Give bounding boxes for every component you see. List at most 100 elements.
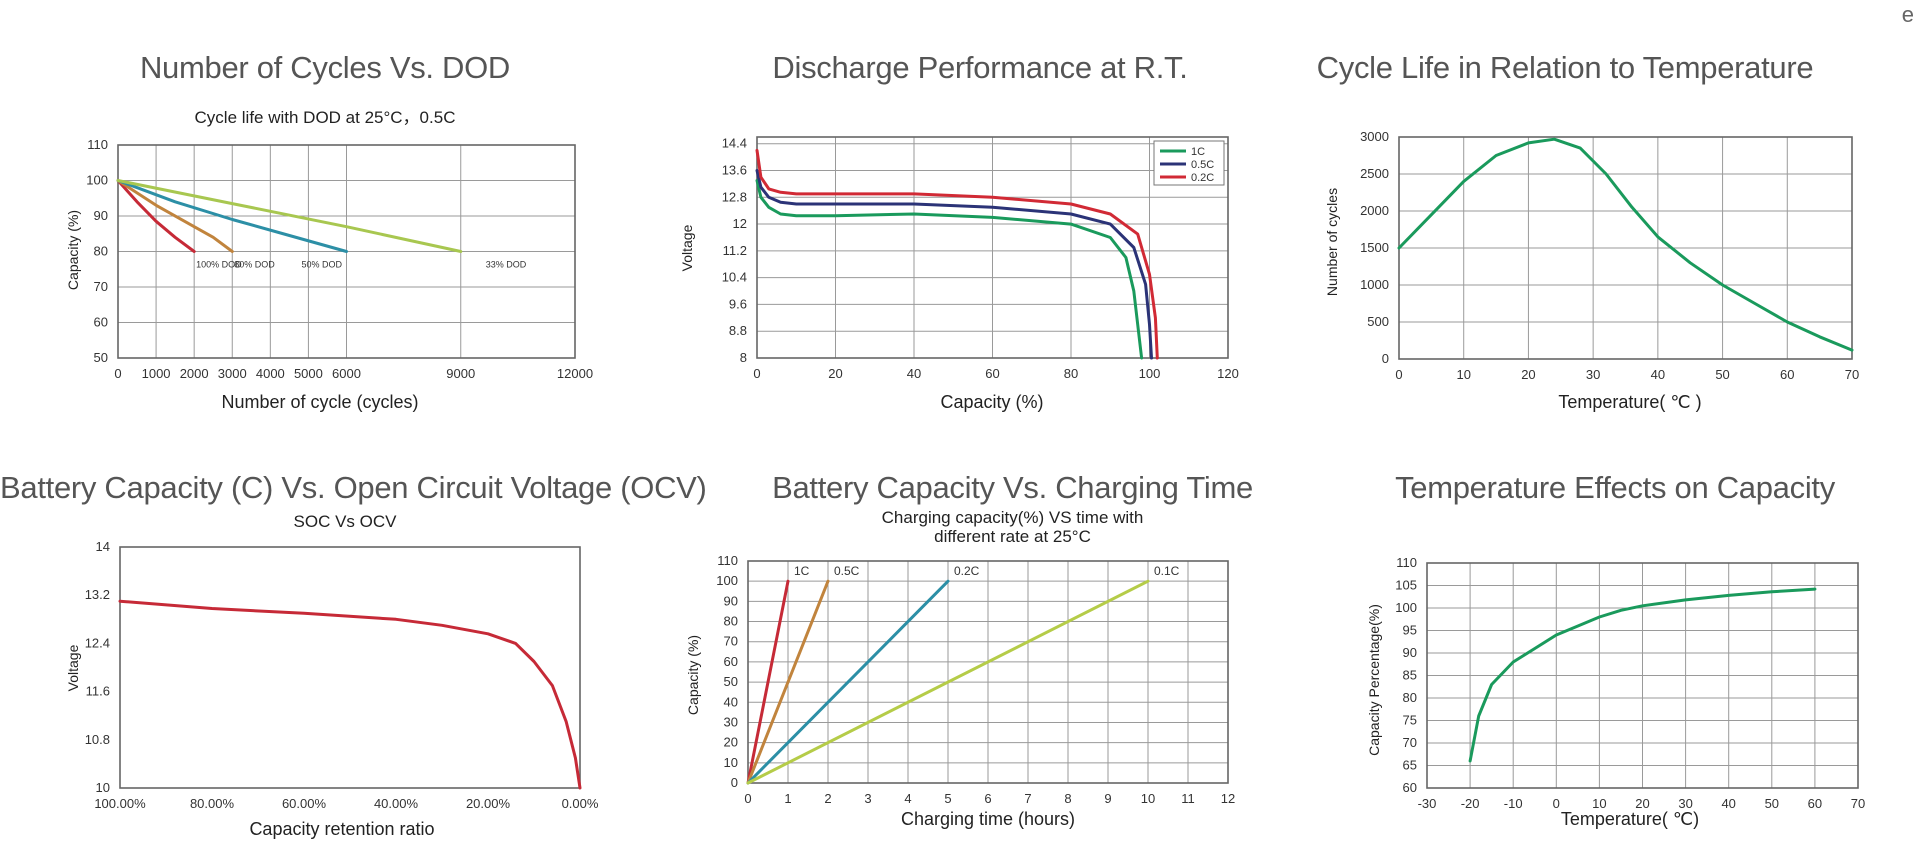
x-tick-label: 70 bbox=[1845, 367, 1859, 382]
y-tick-label: 70 bbox=[724, 634, 738, 649]
chart-subtitle: SOC Vs OCV bbox=[293, 512, 397, 531]
y-tick-label: 0 bbox=[731, 775, 738, 790]
y-tick-label: 60 bbox=[94, 315, 108, 330]
rate-label: 0.5C bbox=[834, 564, 860, 578]
y-tick-label: 60 bbox=[1403, 780, 1417, 795]
plot-frame bbox=[1426, 562, 1859, 789]
x-tick-label: 30 bbox=[1586, 367, 1600, 382]
x-tick-label: 0 bbox=[744, 791, 751, 806]
y-tick-label: 30 bbox=[724, 714, 738, 729]
y-tick-label: 3000 bbox=[1360, 129, 1389, 144]
series-line bbox=[116, 179, 234, 253]
x-tick-label: -30 bbox=[1418, 796, 1437, 811]
y-axis-label: Capacity (%) bbox=[65, 210, 81, 290]
x-tick-label: -10 bbox=[1504, 796, 1523, 811]
x-tick-label: 20 bbox=[828, 366, 842, 381]
x-tick-label: 70 bbox=[1851, 796, 1865, 811]
x-tick-label: 60 bbox=[985, 366, 999, 381]
y-tick-label: 20 bbox=[724, 735, 738, 750]
y-tick-label: 50 bbox=[94, 350, 108, 365]
y-tick-label: 500 bbox=[1367, 314, 1389, 329]
x-tick-label: 30 bbox=[1678, 796, 1692, 811]
x-tick-label: 60 bbox=[1808, 796, 1822, 811]
chart-title: Battery Capacity (C) Vs. Open Circuit Vo… bbox=[0, 470, 707, 505]
plot-frame bbox=[756, 136, 1229, 359]
y-tick-label: 10.8 bbox=[85, 732, 110, 747]
legend-label: 0.5C bbox=[1191, 159, 1214, 171]
y-tick-label: 110 bbox=[87, 137, 108, 152]
y-tick-label: 110 bbox=[717, 553, 738, 568]
chart-charging-time: 0 1 2 3 4 5 6 7 8 9 10 11 12010203040506070809010011… bbox=[685, 553, 1235, 829]
x-tick-label: 1 bbox=[784, 791, 791, 806]
y-tick-label: 1500 bbox=[1360, 240, 1389, 255]
x-tick-label: 0 bbox=[753, 366, 760, 381]
y-tick-label: 70 bbox=[1403, 735, 1417, 750]
x-tick-label: 40 bbox=[1721, 796, 1735, 811]
chart-ocv: 100.00% 80.00% 60.00% 40.00% 20.00% 0.00% 10 10… bbox=[65, 539, 599, 839]
dod-annotation: 33% DOD bbox=[486, 260, 527, 270]
x-tick-label: 20 bbox=[1521, 367, 1535, 382]
x-tick-label: 6000 bbox=[332, 366, 361, 381]
y-tick-label: 13.2 bbox=[85, 587, 110, 602]
chart-temp-capacity: -30 -20 -10 0 10 20 30 40 50 60 70 60 65 70 75 80 85 90 95… bbox=[1366, 555, 1865, 829]
series-line bbox=[755, 169, 1153, 360]
series-line bbox=[118, 599, 582, 790]
x-tick-label: 10 bbox=[1592, 796, 1606, 811]
y-tick-label: 90 bbox=[1403, 645, 1417, 660]
y-axis-label: Capacity Percentage(%) bbox=[1366, 604, 1382, 756]
x-tick-label: 2 bbox=[824, 791, 831, 806]
x-tick-label: 7 bbox=[1024, 791, 1031, 806]
chart-discharge: 0 20 40 60 80 100 120 8 8.8 9.6 10.4 11.2 12 12.8 13.6… bbox=[679, 136, 1239, 412]
plot-frame bbox=[117, 144, 576, 359]
y-tick-label: 0 bbox=[1382, 351, 1389, 366]
corner-glyph: e bbox=[1901, 2, 1914, 27]
x-axis-label: Number of cycle (cycles) bbox=[221, 392, 418, 412]
chart-cycle-life-temp: 0 10 20 30 40 50 60 70 0 500 1000 1500 2000 2500 3000 T… bbox=[1324, 129, 1859, 412]
y-tick-label: 8 bbox=[740, 350, 747, 365]
rate-label: 0.1C bbox=[1154, 564, 1180, 578]
series-line bbox=[755, 148, 1159, 360]
y-tick-label: 10 bbox=[724, 755, 738, 770]
y-tick-label: 70 bbox=[94, 279, 108, 294]
x-axis-label: Charging time (hours) bbox=[901, 809, 1075, 829]
y-tick-label: 2500 bbox=[1360, 166, 1389, 181]
chart-title: Battery Capacity Vs. Charging Time bbox=[772, 470, 1253, 505]
series-line bbox=[746, 579, 790, 785]
y-tick-label: 1000 bbox=[1360, 277, 1389, 292]
x-axis-label: Temperature( ℃ ) bbox=[1558, 392, 1701, 412]
x-tick-label: 60 bbox=[1780, 367, 1794, 382]
x-tick-label: -20 bbox=[1461, 796, 1480, 811]
x-tick-label: 6 bbox=[984, 791, 991, 806]
x-tick-label: 10 bbox=[1141, 791, 1155, 806]
y-tick-label: 85 bbox=[1403, 668, 1417, 683]
chart-panel-cycle-life-temp: Cycle Life in Relation to Temperature 0 1… bbox=[1300, 0, 1920, 430]
y-tick-label: 75 bbox=[1403, 713, 1417, 728]
y-tick-label: 10.4 bbox=[722, 270, 747, 285]
x-tick-label: 5 bbox=[944, 791, 951, 806]
y-tick-label: 65 bbox=[1403, 758, 1417, 773]
y-tick-label: 100 bbox=[716, 573, 738, 588]
chart-cycles-vs-dod: 0 1000 2000 3000 4000 5000 6000 9000 12000 50 60 70… bbox=[65, 137, 593, 412]
x-tick-label: 100.00% bbox=[94, 796, 146, 811]
y-tick-label: 100 bbox=[1395, 600, 1417, 615]
series-line bbox=[1468, 587, 1817, 763]
x-axis-label: Temperature( ℃) bbox=[1561, 809, 1699, 829]
y-tick-label: 13.6 bbox=[722, 162, 747, 177]
y-tick-label: 12.8 bbox=[722, 189, 747, 204]
x-tick-label: 50 bbox=[1715, 367, 1729, 382]
y-tick-label: 40 bbox=[724, 694, 738, 709]
chart-panel-temp-capacity: Temperature Effects on Capacity -30 -20 -1… bbox=[1310, 430, 1920, 863]
x-tick-label: 40 bbox=[907, 366, 921, 381]
y-tick-label: 2000 bbox=[1360, 203, 1389, 218]
x-tick-label: 11 bbox=[1181, 791, 1195, 806]
y-tick-label: 60 bbox=[724, 654, 738, 669]
y-axis-label: Capacity (%) bbox=[685, 635, 701, 715]
y-tick-label: 14.4 bbox=[722, 136, 747, 151]
x-tick-label: 80.00% bbox=[190, 796, 235, 811]
y-tick-label: 100 bbox=[86, 173, 108, 188]
y-tick-label: 90 bbox=[94, 208, 108, 223]
rate-label: 1C bbox=[794, 564, 810, 578]
chart-subtitle-line-2: different rate at 25°C bbox=[934, 527, 1091, 546]
y-tick-label: 110 bbox=[1396, 555, 1417, 570]
y-axis-label: Voltage bbox=[65, 644, 81, 691]
